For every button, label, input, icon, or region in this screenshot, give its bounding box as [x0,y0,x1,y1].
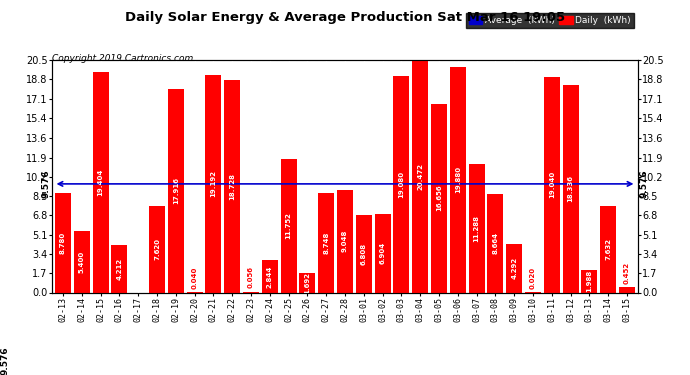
Text: 9.576: 9.576 [0,346,9,375]
Text: 0.040: 0.040 [192,266,197,289]
Text: 1.988: 1.988 [586,270,593,292]
Text: 11.288: 11.288 [473,215,480,242]
Text: 1.692: 1.692 [304,272,310,294]
Text: 8.748: 8.748 [323,232,329,254]
Text: Copyright 2019 Cartronics.com: Copyright 2019 Cartronics.com [52,54,193,63]
Bar [487,194,504,292]
Legend: Average  (kWh), Daily  (kWh): Average (kWh), Daily (kWh) [466,13,633,28]
Bar [149,206,165,292]
Bar [619,287,635,292]
Bar [111,245,128,292]
Text: 19.880: 19.880 [455,166,461,194]
Text: 7.620: 7.620 [154,238,160,260]
Text: 0.056: 0.056 [248,267,254,288]
Text: 5.400: 5.400 [79,251,85,273]
Bar [281,159,297,292]
Bar [600,206,616,292]
Text: 17.916: 17.916 [172,177,179,204]
Text: 19.404: 19.404 [97,169,104,196]
Text: 8.780: 8.780 [60,232,66,254]
Bar [412,60,428,292]
Text: 20.472: 20.472 [417,163,423,190]
Bar [224,80,240,292]
Text: 18.728: 18.728 [229,173,235,200]
Text: 18.336: 18.336 [568,175,573,202]
Text: 6.904: 6.904 [380,242,386,264]
Bar [450,67,466,292]
Text: 8.664: 8.664 [493,232,498,254]
Text: 2.844: 2.844 [267,265,273,288]
Bar [55,193,71,292]
Bar [262,260,278,292]
Bar [393,76,409,292]
Text: 0.000: 0.000 [135,268,141,291]
Text: 4.212: 4.212 [117,258,122,280]
Bar [506,244,522,292]
Text: 19.080: 19.080 [398,171,404,198]
Text: 9.048: 9.048 [342,230,348,252]
Text: 16.656: 16.656 [436,185,442,211]
Bar [168,89,184,292]
Text: Daily Solar Energy & Average Production Sat Mar 16 19:05: Daily Solar Energy & Average Production … [125,11,565,24]
Bar [544,76,560,292]
Text: 0.452: 0.452 [624,262,630,284]
Bar [431,104,447,292]
Bar [562,84,579,292]
Text: 11.752: 11.752 [286,212,292,239]
Text: 4.292: 4.292 [511,257,518,279]
Text: 9.576: 9.576 [639,170,648,198]
Text: 19.192: 19.192 [210,170,217,197]
Bar [92,72,108,292]
Bar [356,215,372,292]
Bar [337,190,353,292]
Bar [375,214,391,292]
Bar [206,75,221,292]
Text: 9.576: 9.576 [42,170,51,198]
Text: 19.040: 19.040 [549,171,555,198]
Text: 6.808: 6.808 [361,243,367,265]
Text: 0.020: 0.020 [530,267,536,289]
Bar [318,193,334,292]
Bar [74,231,90,292]
Text: 7.632: 7.632 [605,238,611,260]
Bar [299,273,315,292]
Bar [469,165,484,292]
Bar [582,270,598,292]
